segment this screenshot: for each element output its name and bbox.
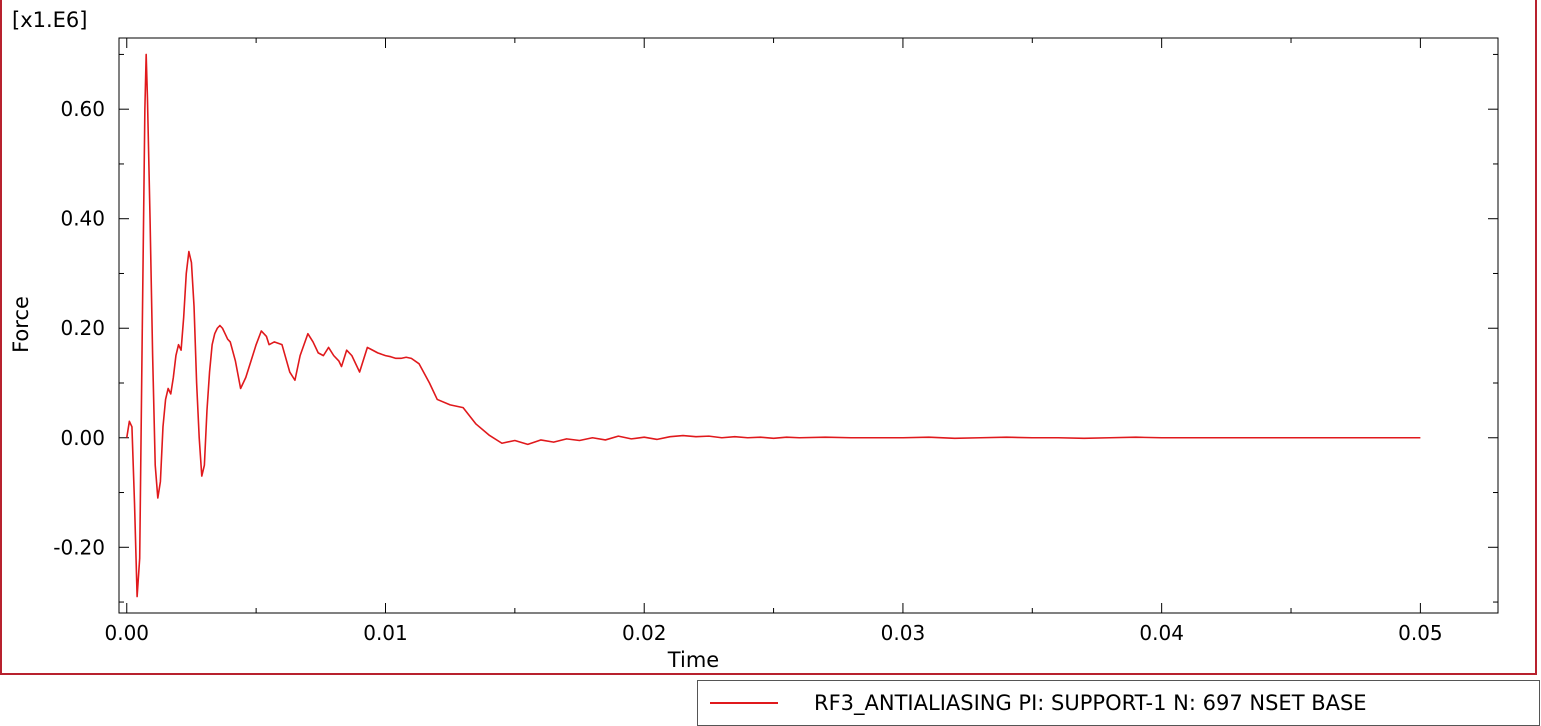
- y-tick-label: 0.20: [60, 316, 105, 340]
- y-tick-label: 0.40: [60, 207, 105, 231]
- y-tick-labels: -0.20 0.00 0.20 0.40 0.60: [53, 97, 105, 559]
- y-tick-label: 0.00: [60, 426, 105, 450]
- plot-area: [118, 37, 1499, 614]
- y-tick-label: -0.20: [53, 535, 105, 559]
- x-tick-label: 0.00: [104, 621, 149, 645]
- y-tick-label: 0.60: [60, 97, 105, 121]
- y-scale-label: [x1.E6]: [12, 8, 87, 32]
- x-tick-label: 0.04: [1139, 621, 1184, 645]
- series-line: [125, 53, 1421, 598]
- x-axis-label: Time: [667, 648, 719, 672]
- plot-frame: [0, 0, 1537, 675]
- legend-entry-label: RF3_ANTIALIASING PI: SUPPORT-1 N: 697 NS…: [814, 691, 1367, 715]
- x-tick-labels: 0.00 0.01 0.02 0.03 0.04 0.05: [104, 621, 1442, 645]
- y-axis-label: Force: [9, 296, 33, 353]
- x-tick-label: 0.05: [1398, 621, 1443, 645]
- x-tick-label: 0.01: [363, 621, 408, 645]
- legend-swatch: [710, 702, 778, 704]
- legend: RF3_ANTIALIASING PI: SUPPORT-1 N: 697 NS…: [697, 680, 1540, 726]
- axis-ticks: [119, 38, 1498, 613]
- x-tick-label: 0.03: [881, 621, 926, 645]
- series-group: [125, 53, 1421, 598]
- x-tick-label: 0.02: [622, 621, 667, 645]
